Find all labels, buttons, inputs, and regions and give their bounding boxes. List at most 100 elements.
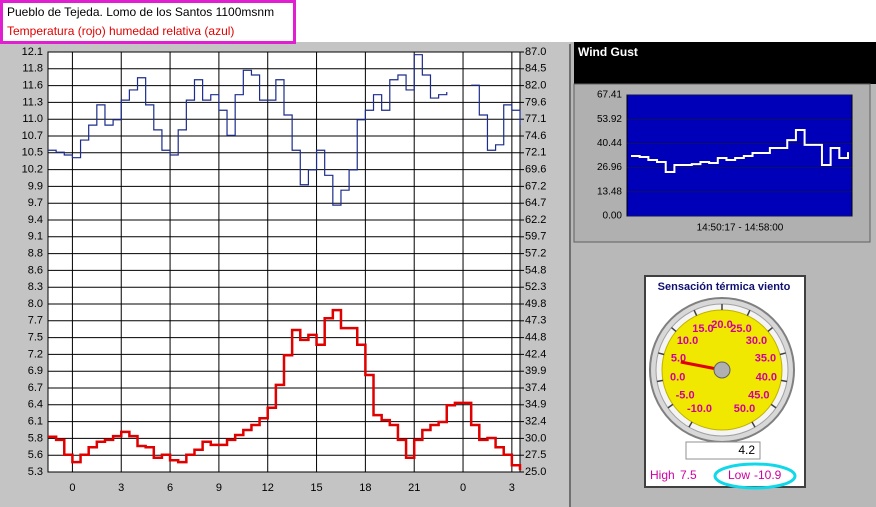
y2-tick-label: 87.0 — [525, 46, 546, 58]
y-tick-label: 11.6 — [22, 80, 43, 92]
y-tick-label: 0.00 — [603, 211, 623, 222]
y-tick-label: 10.2 — [22, 164, 43, 176]
y-tick-label: 9.1 — [28, 231, 43, 243]
chart-subtitle: Temperatura (rojo) humedad relativa (azu… — [7, 24, 234, 38]
y-tick-label: 11.8 — [22, 63, 43, 75]
y-tick-label: 11.0 — [22, 113, 43, 125]
wind-plot — [626, 94, 853, 217]
gauge-tick — [688, 421, 693, 428]
y2-tick-label: 64.7 — [525, 197, 546, 209]
y2-tick-label: 57.2 — [525, 248, 546, 260]
y2-tick-label: 34.9 — [525, 399, 546, 411]
gauge-tick — [751, 421, 756, 428]
y-tick-label: 12.1 — [22, 46, 43, 58]
y2-tick-label: 59.7 — [525, 231, 546, 243]
y2-tick-label: 47.3 — [525, 315, 546, 327]
gauge-label: 0.0 — [670, 372, 685, 384]
series-line — [48, 54, 521, 206]
gauge-value: 4.2 — [738, 443, 755, 457]
y2-tick-label: 39.9 — [525, 365, 546, 377]
gauge-label: 40.0 — [756, 372, 777, 384]
gauge-tick — [656, 379, 664, 383]
gauge-label: -5.0 — [676, 390, 695, 402]
x-tick-label: 3 — [509, 482, 515, 494]
y-tick-label: 67.41 — [597, 90, 622, 101]
gauge-label: 20.0 — [711, 319, 732, 331]
gauge-tick — [770, 403, 777, 409]
y-tick-label: 5.8 — [28, 432, 43, 444]
y-tick-label: 8.3 — [28, 281, 43, 293]
y2-tick-label: 32.4 — [525, 416, 546, 428]
y2-tick-label: 44.8 — [525, 332, 546, 344]
gauge-tick — [658, 352, 665, 356]
y2-tick-label: 62.2 — [525, 214, 546, 226]
y2-tick-label: 27.5 — [525, 449, 546, 461]
gauge-tick — [780, 379, 788, 383]
y-tick-label: 8.8 — [28, 248, 43, 260]
low-label: Low — [728, 468, 750, 482]
y-tick-label: 9.7 — [28, 197, 43, 209]
gauge-label: 30.0 — [746, 335, 767, 347]
y2-tick-label: 54.8 — [525, 264, 546, 276]
x-tick-label: 21 — [408, 482, 420, 494]
gauge-label: 10.0 — [677, 335, 698, 347]
wind-title: Wind Gust — [578, 45, 638, 59]
gauge-tick — [693, 309, 698, 316]
y2-tick-label: 69.6 — [525, 164, 546, 176]
y2-tick-label: 79.6 — [525, 96, 546, 108]
y-tick-label: 6.7 — [28, 382, 43, 394]
gauge-tick — [670, 327, 677, 333]
gauge-hub — [713, 361, 731, 379]
x-tick-label: 0 — [69, 482, 75, 494]
y2-tick-label: 77.1 — [525, 113, 546, 125]
gauge-label: 15.0 — [692, 323, 713, 335]
y2-tick-label: 52.3 — [525, 281, 546, 293]
y-tick-label: 6.1 — [28, 416, 43, 428]
low-value: -10.9 — [754, 468, 782, 482]
chart-title: Pueblo de Tejeda. Lomo de los Santos 110… — [7, 5, 274, 19]
y-tick-label: 6.9 — [28, 365, 43, 377]
gauge-label: -10.0 — [687, 403, 712, 415]
x-tick-label: 9 — [216, 482, 222, 494]
y2-tick-label: 84.5 — [525, 63, 546, 75]
y-tick-label: 5.6 — [28, 449, 43, 461]
wind-xlabel: 14:50:17 - 14:58:00 — [697, 223, 784, 234]
x-tick-label: 0 — [460, 482, 466, 494]
y-tick-label: 13.48 — [597, 186, 622, 197]
gauge-tick — [767, 327, 774, 333]
x-tick-label: 18 — [359, 482, 371, 494]
gauge-tick — [746, 309, 751, 316]
y-tick-label: 9.4 — [28, 214, 43, 226]
x-tick-label: 6 — [167, 482, 173, 494]
y2-tick-label: 67.2 — [525, 180, 546, 192]
y-tick-label: 10.7 — [22, 130, 43, 142]
plot-area — [47, 51, 521, 473]
y2-tick-label: 37.4 — [525, 382, 546, 394]
gauge-tick — [667, 403, 674, 409]
gauge-tick — [779, 352, 786, 356]
y2-tick-label: 25.0 — [525, 466, 546, 478]
y-tick-label: 11.3 — [22, 96, 43, 108]
y-tick-label: 8.0 — [28, 298, 43, 310]
y-tick-label: 9.9 — [28, 180, 43, 192]
y2-tick-label: 74.6 — [525, 130, 546, 142]
series-line — [48, 308, 522, 471]
wind-header — [574, 42, 876, 84]
gauge-label: 50.0 — [734, 403, 755, 415]
gauge-label: 45.0 — [748, 390, 769, 402]
y2-tick-label: 30.0 — [525, 432, 546, 444]
series-line — [631, 129, 849, 174]
gauge-label: 25.0 — [730, 323, 751, 335]
y2-tick-label: 42.4 — [525, 348, 546, 360]
y-tick-label: 40.44 — [597, 138, 622, 149]
x-tick-label: 12 — [262, 482, 274, 494]
y-tick-label: 6.4 — [28, 399, 43, 411]
gauge-label: 35.0 — [755, 352, 776, 364]
y-tick-label: 7.2 — [28, 348, 43, 360]
gauge-title: Sensación térmica viento — [658, 281, 791, 293]
y2-tick-label: 82.0 — [525, 80, 546, 92]
high-label: High — [650, 468, 675, 482]
high-value: 7.5 — [680, 468, 697, 482]
